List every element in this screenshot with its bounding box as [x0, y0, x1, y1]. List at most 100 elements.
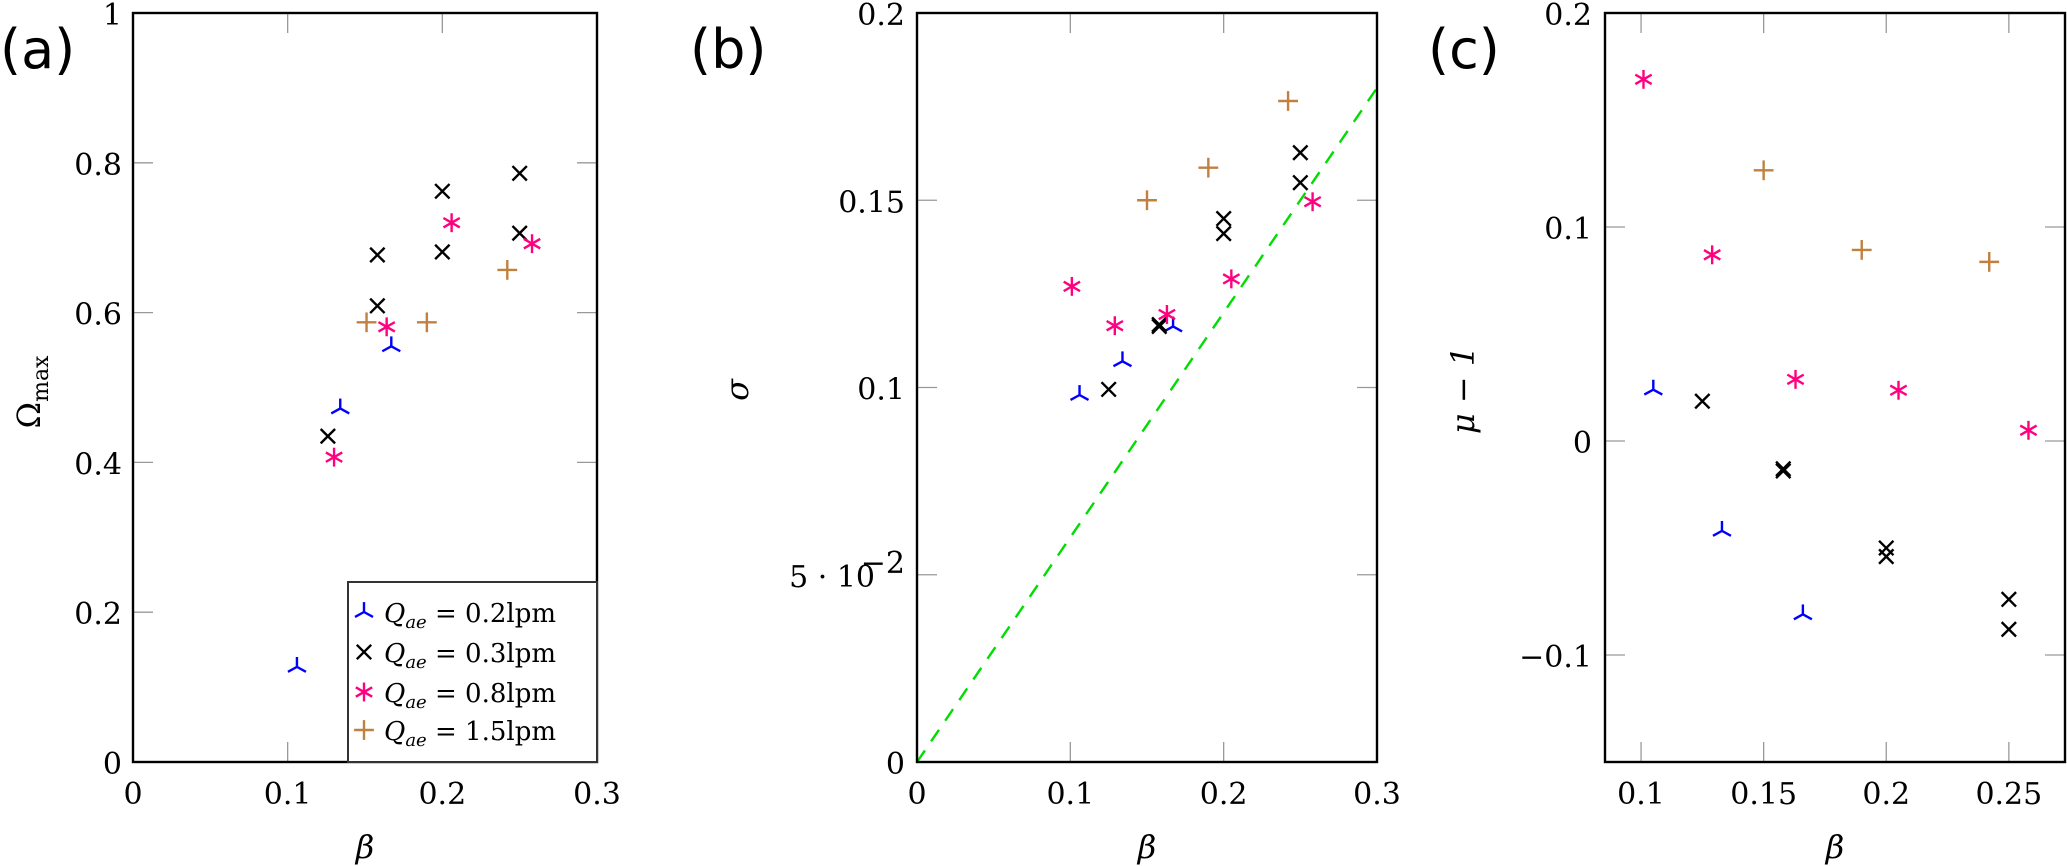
point-q08: [1158, 305, 1176, 324]
point-q03: [1151, 316, 1168, 333]
panel-c-ylabel: μ − 1: [1444, 346, 1482, 434]
legend-label-q08: Qae = 0.8lpm: [384, 679, 556, 713]
legend-label-q15: Qae = 1.5lpm: [384, 717, 556, 751]
y-tick-label: 0.2: [74, 597, 122, 632]
y-tick-label: 0.2: [1544, 0, 1592, 33]
point-q15: [1753, 160, 1774, 181]
point-q03: [1215, 225, 1232, 242]
legend-box: [347, 581, 598, 763]
x-tick-label: 0.1: [1617, 777, 1665, 812]
point-q15: [356, 312, 377, 333]
x-tick-label: 0.1: [264, 777, 312, 812]
y-tick-label: 0: [1573, 426, 1592, 461]
y-tick-label: 0: [103, 747, 122, 782]
y-tick-label: 0.4: [74, 447, 122, 482]
point-q08: [1303, 192, 1322, 212]
series-q08: [325, 213, 541, 467]
point-q15: [1137, 190, 1157, 211]
point-q15: [1979, 251, 2000, 272]
x-tick-label: 0.2: [418, 777, 466, 812]
series-q15: [356, 260, 518, 333]
point-q03: [369, 246, 386, 263]
panel-b-ylabel: σ: [718, 378, 756, 401]
ylabel-omega: Ω: [10, 402, 48, 429]
ylabel-sigma: σ: [718, 378, 756, 401]
series-q08: [1634, 69, 2038, 440]
x-tick-label: 0.3: [1353, 777, 1401, 812]
point-q03: [434, 183, 451, 200]
point-q08: [2019, 420, 2038, 440]
ylabel-omega-sub: max: [29, 355, 54, 402]
y-tick-label: 1: [103, 0, 122, 33]
point-q08: [1222, 269, 1241, 289]
point-q02: [1069, 385, 1090, 401]
point-q03: [1775, 462, 1792, 480]
point-q15: [1278, 91, 1298, 111]
x-tick-label: 0.1: [1046, 777, 1094, 812]
point-q02: [330, 398, 350, 415]
point-q08: [1063, 276, 1081, 296]
legend-marker-q02: [354, 602, 374, 619]
point-q03: [2000, 621, 2017, 638]
point-q02: [287, 656, 307, 673]
point-q08: [1786, 369, 1805, 389]
series-q02: [287, 336, 401, 673]
point-q03: [319, 428, 336, 445]
series-q03: [1694, 393, 2017, 638]
axes-frame: [915, 11, 1379, 764]
series-q03: [319, 165, 528, 445]
axes-frame: [1603, 11, 2067, 764]
point-q03: [434, 243, 451, 260]
point-q15: [1198, 157, 1219, 178]
legend-marker-q15: [354, 720, 374, 740]
y-tick-label: 0: [886, 747, 905, 782]
series-q02: [1643, 379, 1813, 621]
y-tick-label: 5 · 10: [789, 560, 875, 595]
point-q03: [1100, 381, 1117, 398]
panel-b: 0 0.1 0.2 0.3 0 5 · 10−2 0.1 0.15 0.2: [789, 0, 1401, 812]
y-tick-label: 0.1: [1544, 212, 1592, 247]
point-q08: [1106, 316, 1124, 336]
x-tick-label: 0.2: [1200, 777, 1248, 812]
series-q02: [1069, 316, 1183, 401]
svg-text:Ωmax: Ωmax: [10, 355, 54, 429]
x-tick-label: 0.25: [1975, 777, 2042, 812]
legend-label-q03: Qae = 0.3lpm: [384, 639, 556, 673]
ylabel-mu: μ − 1: [1444, 346, 1482, 434]
series-q03: [1100, 144, 1309, 398]
x-tick-label: 0.15: [1730, 777, 1797, 812]
point-q08: [1889, 380, 1908, 400]
y-tick-label: 0.15: [838, 185, 905, 220]
y-tick-label: 0.1: [857, 373, 905, 408]
point-q15: [1851, 239, 1872, 260]
y-tick-label: 0.6: [74, 298, 122, 333]
series-q15: [1137, 91, 1298, 211]
point-q02: [381, 336, 401, 353]
reference-dashed-line: [916, 87, 1378, 763]
point-q03: [1775, 460, 1792, 477]
panel-letter-c: (c): [1428, 18, 1500, 81]
point-q08: [325, 447, 343, 467]
y-tick-label: 0.8: [74, 148, 122, 183]
point-q03: [511, 165, 528, 182]
series-q15: [1753, 160, 2000, 272]
point-q03: [2000, 591, 2017, 608]
x-tick-label: 0: [907, 777, 926, 812]
x-tick-label: 0.3: [573, 777, 621, 812]
x-tick-label: 0.2: [1862, 777, 1910, 812]
point-q03: [1215, 210, 1232, 227]
panel-b-xlabel: β: [1137, 828, 1157, 866]
panel-c: 0.1 0.15 0.2 0.25 −0.1 0 0.1 0.2: [1519, 0, 2067, 812]
point-q08: [377, 317, 396, 337]
series-q08: [1063, 192, 1322, 336]
legend-marker-q03: [355, 643, 373, 661]
panel-a-ylabel: Ωmax: [10, 355, 54, 429]
legend: Qae = 0.2lpm Qae = 0.3lpm Qae = 0.8lpm Q…: [347, 581, 598, 763]
point-q02: [1112, 351, 1133, 368]
point-q03: [369, 297, 386, 314]
y-tick-exponent: −2: [861, 546, 905, 581]
y-tick-label: 0.2: [857, 0, 905, 33]
x-tick-label: 0: [123, 777, 142, 812]
point-q08: [1703, 245, 1721, 265]
